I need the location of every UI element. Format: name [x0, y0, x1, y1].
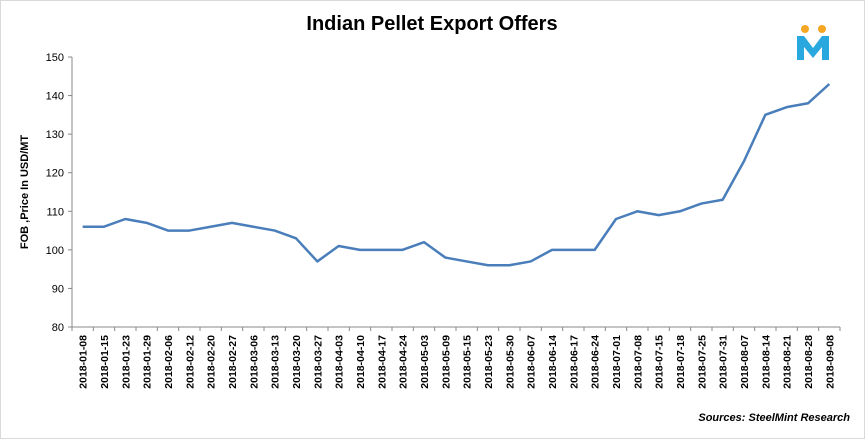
- x-tick-label: 2018-02-27: [227, 335, 239, 389]
- x-tick-label: 2018-02-20: [206, 335, 218, 389]
- x-tick-label: 2018-08-14: [760, 335, 772, 389]
- y-tick-label: 150: [46, 52, 64, 64]
- x-tick-label: 2018-04-24: [398, 335, 410, 389]
- x-tick-label: 2018-03-27: [312, 335, 324, 389]
- x-tick-label: 2018-06-14: [547, 335, 559, 389]
- line: [82, 83, 831, 267]
- x-tick-label: 2018-03-20: [291, 335, 303, 389]
- y-axis-label: FOB ,Price In USD/MT: [19, 135, 31, 250]
- x-tick-label: 2018-02-12: [184, 335, 196, 389]
- x-tick-label: 2018-03-06: [248, 335, 260, 389]
- x-tick-label: 2018-03-13: [270, 335, 282, 389]
- y-tick-label: 140: [46, 91, 64, 103]
- x-tick-label: 2018-01-08: [78, 335, 90, 389]
- x-tick-label: 2018-05-23: [483, 335, 495, 389]
- source: Sources: SteelMint Research: [698, 412, 850, 424]
- x-tick-label: 2018-07-25: [696, 335, 708, 389]
- x-tick-label: 2018-05-30: [504, 335, 516, 389]
- chart-title: Indian Pellet Export Offers: [306, 13, 557, 35]
- x-tick-label: 2018-07-08: [632, 335, 644, 389]
- x-tick-label: 2018-02-06: [163, 335, 175, 389]
- y-tick-label: 90: [52, 283, 64, 295]
- x-tick-label: 2018-01-23: [120, 335, 132, 389]
- x-tick-label: 2018-07-01: [611, 335, 623, 389]
- x-tick-label: 2018-09-08: [824, 335, 836, 389]
- y-tick-label: 80: [52, 322, 64, 334]
- logo: [797, 25, 829, 60]
- x-tick-label: 2018-01-15: [99, 335, 111, 389]
- x-tick-label: 2018-07-18: [675, 335, 687, 389]
- x-tick-label: 2018-06-17: [568, 335, 580, 389]
- x-tick-label: 2018-08-28: [803, 335, 815, 389]
- x-tick-label: 2018-04-10: [355, 335, 367, 389]
- x-tick-label: 2018-05-15: [462, 335, 474, 389]
- y-tick-label: 120: [46, 168, 64, 180]
- x-tick-label: 2018-08-21: [782, 335, 794, 389]
- x-tick-label: 2018-06-24: [590, 335, 602, 389]
- y-tick-label: 110: [46, 206, 64, 218]
- y-tick-label: 130: [46, 129, 64, 141]
- x-tick-label: 2018-08-07: [739, 335, 751, 389]
- x-tick-label: 2018-05-09: [440, 335, 452, 389]
- x-tick-label: 2018-01-29: [142, 335, 154, 389]
- x-tick-label: 2018-06-07: [526, 335, 538, 389]
- x-tick-label: 2018-04-03: [334, 335, 346, 389]
- x-tick-label: 2018-07-15: [654, 335, 666, 389]
- x-tick-label: 2018-05-03: [419, 335, 431, 389]
- x-tick-label: 2018-07-31: [718, 335, 730, 389]
- y-tick-label: 100: [46, 245, 64, 257]
- x-tick-label: 2018-04-17: [376, 335, 388, 389]
